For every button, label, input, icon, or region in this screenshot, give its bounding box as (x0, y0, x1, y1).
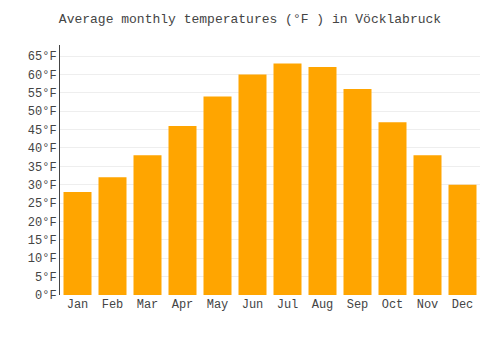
svg-text:5°F: 5°F (35, 271, 57, 285)
svg-text:15°F: 15°F (28, 234, 57, 248)
svg-text:Apr: Apr (172, 298, 194, 312)
svg-text:Jul: Jul (277, 298, 299, 312)
svg-text:Jun: Jun (242, 298, 264, 312)
svg-text:Average monthly temperatures (: Average monthly temperatures (°F ) in Vö… (59, 12, 441, 27)
svg-text:Aug: Aug (312, 298, 334, 312)
svg-text:50°F: 50°F (28, 105, 57, 119)
svg-text:20°F: 20°F (28, 216, 57, 230)
svg-text:55°F: 55°F (28, 87, 57, 101)
svg-text:Dec: Dec (452, 298, 474, 312)
svg-text:30°F: 30°F (28, 179, 57, 193)
svg-text:10°F: 10°F (28, 252, 57, 266)
svg-text:45°F: 45°F (28, 124, 57, 138)
svg-text:Mar: Mar (137, 298, 159, 312)
svg-text:35°F: 35°F (28, 161, 57, 175)
svg-text:Nov: Nov (417, 298, 439, 312)
svg-text:40°F: 40°F (28, 142, 57, 156)
svg-text:65°F: 65°F (28, 50, 57, 64)
svg-text:25°F: 25°F (28, 197, 57, 211)
svg-text:Oct: Oct (382, 298, 404, 312)
svg-text:60°F: 60°F (28, 69, 57, 83)
svg-text:Jan: Jan (67, 298, 89, 312)
svg-text:Sep: Sep (347, 298, 369, 312)
svg-text:0°F: 0°F (35, 289, 57, 303)
svg-text:May: May (207, 298, 229, 312)
svg-text:Feb: Feb (102, 298, 124, 312)
